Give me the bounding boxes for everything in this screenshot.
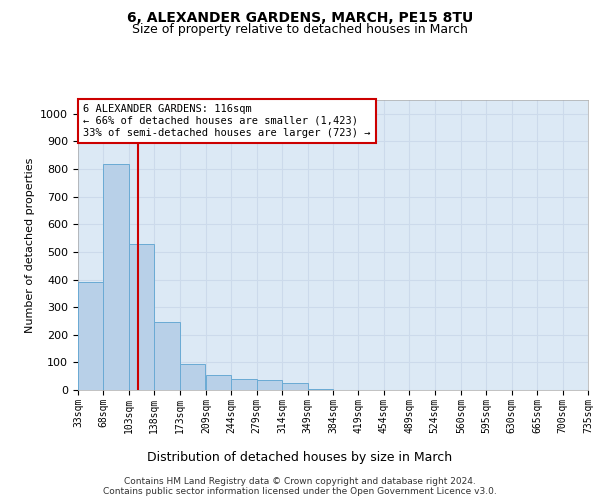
Bar: [78, 282, 103, 390]
Text: 6, ALEXANDER GARDENS, MARCH, PE15 8TU: 6, ALEXANDER GARDENS, MARCH, PE15 8TU: [127, 10, 473, 24]
Bar: [282, 383, 308, 390]
Bar: [103, 164, 129, 390]
Text: Contains public sector information licensed under the Open Government Licence v3: Contains public sector information licen…: [103, 486, 497, 496]
Y-axis label: Number of detached properties: Number of detached properties: [25, 158, 35, 332]
Text: Contains HM Land Registry data © Crown copyright and database right 2024.: Contains HM Land Registry data © Crown c…: [124, 476, 476, 486]
Bar: [206, 375, 231, 390]
Text: Distribution of detached houses by size in March: Distribution of detached houses by size …: [148, 451, 452, 464]
Bar: [231, 379, 257, 390]
Bar: [308, 388, 333, 390]
Text: 6 ALEXANDER GARDENS: 116sqm
← 66% of detached houses are smaller (1,423)
33% of : 6 ALEXANDER GARDENS: 116sqm ← 66% of det…: [83, 104, 371, 138]
Bar: [154, 322, 180, 390]
Bar: [129, 244, 154, 390]
Text: Size of property relative to detached houses in March: Size of property relative to detached ho…: [132, 24, 468, 36]
Bar: [257, 380, 282, 390]
Bar: [180, 364, 205, 390]
